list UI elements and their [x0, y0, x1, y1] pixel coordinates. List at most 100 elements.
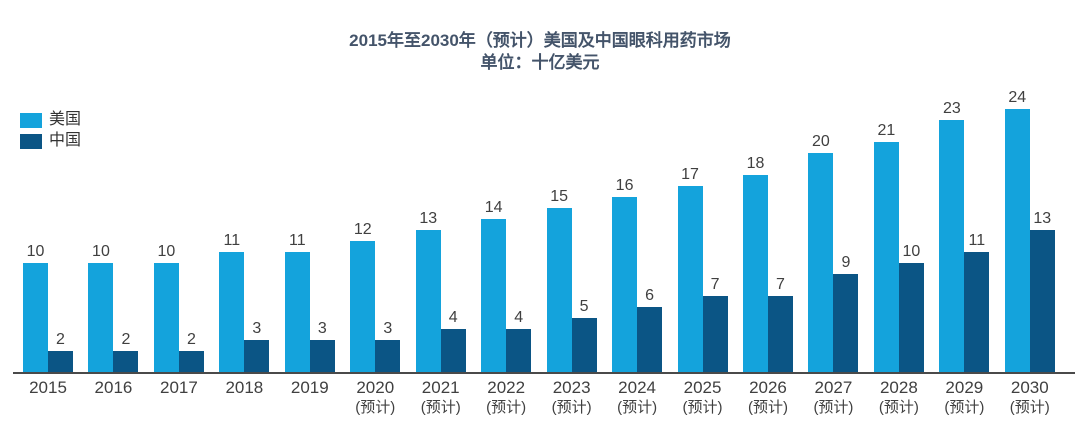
bar-china: [506, 329, 532, 373]
bar-col-us: 24: [1004, 89, 1030, 373]
bar-us: [88, 263, 114, 373]
bar-china: [244, 340, 270, 373]
bar-china: [309, 340, 335, 373]
x-label-2021: 2021 (预计): [416, 378, 466, 418]
x-label-note: (预计): [944, 399, 985, 416]
x-label-year: 2028: [879, 378, 918, 397]
bar-col-china: 3: [375, 320, 401, 373]
chart-group-2016: 10 2: [88, 83, 139, 373]
bar-col-us: 16: [612, 177, 638, 373]
x-label-note: (预计): [747, 399, 788, 416]
chart-group-2017: 10 2: [153, 83, 204, 373]
chart-subtitle: 单位：十亿美元: [480, 53, 600, 72]
x-label-2024: 2024 (预计): [612, 378, 662, 418]
x-label-year: 2029: [945, 378, 984, 397]
bar-col-china: 13: [1029, 210, 1055, 373]
x-label-year: 2024: [618, 378, 656, 397]
value-label-us: 23: [942, 100, 961, 117]
x-label-year: 2025: [683, 378, 722, 397]
bar-china: [964, 252, 990, 373]
x-label-year: 2026: [749, 378, 787, 397]
value-label-china: 6: [645, 287, 655, 304]
chart-group-2030: 24 13: [1004, 83, 1055, 373]
bar-col-china: 2: [113, 331, 139, 373]
value-label-us: 12: [353, 221, 372, 238]
x-label-2017: 2017: [154, 378, 204, 418]
bar-china: [113, 351, 139, 373]
x-label-2027: 2027 (预计): [808, 378, 858, 418]
bar-us: [873, 142, 899, 373]
bar-china: [898, 263, 924, 373]
bar-china: [375, 340, 401, 373]
x-label-note: (预计): [813, 399, 854, 416]
bar-us: [677, 186, 703, 373]
bar-china: [440, 329, 466, 373]
x-label-note: (预计): [486, 399, 527, 416]
legend: 美国 中国: [20, 110, 81, 152]
chart-group-2029: 23 11: [939, 83, 990, 373]
bar-col-china: 10: [898, 243, 924, 373]
bar-col-china: 7: [767, 276, 793, 373]
x-label-2028: 2028 (预计): [874, 378, 924, 418]
x-label-year: 2019: [290, 378, 329, 397]
bar-col-us: 10: [153, 243, 179, 373]
value-label-us: 20: [812, 133, 830, 150]
bar-us: [612, 197, 638, 373]
bar-us: [546, 208, 572, 373]
bar-col-us: 11: [284, 232, 310, 373]
legend-item-china: 中国: [20, 131, 81, 151]
value-label-china: 4: [514, 309, 524, 326]
value-label-china: 10: [902, 243, 921, 260]
value-label-china: 2: [56, 331, 65, 348]
bar-col-china: 3: [309, 320, 335, 373]
value-label-us: 10: [26, 243, 45, 260]
bar-col-china: 7: [702, 276, 728, 373]
bar-col-china: 2: [178, 331, 204, 373]
legend-swatch-china: [20, 133, 42, 149]
bar-us: [481, 219, 507, 373]
x-label-note: (预计): [420, 399, 461, 416]
chart-group-2023: 15 5: [546, 83, 597, 373]
x-label-2019: 2019: [285, 378, 335, 418]
bar-col-china: 3: [244, 320, 270, 373]
x-label-year: 2020: [356, 378, 395, 397]
chart-group-2027: 20 9: [808, 83, 859, 373]
legend-swatch-us: [20, 112, 42, 128]
bar-col-us: 10: [88, 243, 114, 373]
bar-col-us: 23: [939, 100, 965, 373]
chart-group-2018: 11 3: [219, 83, 270, 373]
x-label-2023: 2023 (预计): [547, 378, 597, 418]
bar-us: [23, 263, 48, 373]
bar-us: [1004, 109, 1030, 373]
chart-group-2019: 11 3: [284, 83, 335, 373]
bar-china: [833, 274, 859, 373]
bar-col-us: 20: [808, 133, 834, 373]
x-label-note: (预计): [355, 399, 396, 416]
chart-title: 2015年至2030年（预计）美国及中国眼科用药市场: [349, 31, 731, 50]
x-label-year: 2017: [159, 378, 198, 397]
bar-china: [1029, 230, 1055, 373]
x-label-2020: 2020 (预计): [350, 378, 400, 418]
x-label-year: 2023: [552, 378, 591, 397]
value-label-us: 21: [877, 122, 896, 139]
bar-col-china: 9: [833, 254, 859, 373]
chart-group-2022: 14 4: [481, 83, 532, 373]
chart-group-2024: 16 6: [612, 83, 663, 373]
x-label-year: 2030: [1010, 378, 1049, 397]
chart-group-2020: 12 3: [350, 83, 401, 373]
value-label-china: 7: [776, 276, 785, 293]
bar-col-us: 18: [742, 155, 768, 373]
x-label-2025: 2025 (预计): [678, 378, 728, 418]
value-label-us: 11: [289, 232, 306, 249]
bar-us: [350, 241, 376, 373]
value-label-china: 2: [186, 331, 196, 348]
x-label-2022: 2022 (预计): [481, 378, 531, 418]
value-label-china: 3: [383, 320, 393, 337]
x-label-year: 2018: [225, 378, 264, 397]
value-label-us: 11: [223, 232, 241, 249]
value-label-us: 14: [484, 199, 503, 216]
value-label-china: 4: [448, 309, 458, 326]
bar-col-china: 2: [48, 331, 73, 373]
value-label-us: 17: [681, 166, 699, 183]
